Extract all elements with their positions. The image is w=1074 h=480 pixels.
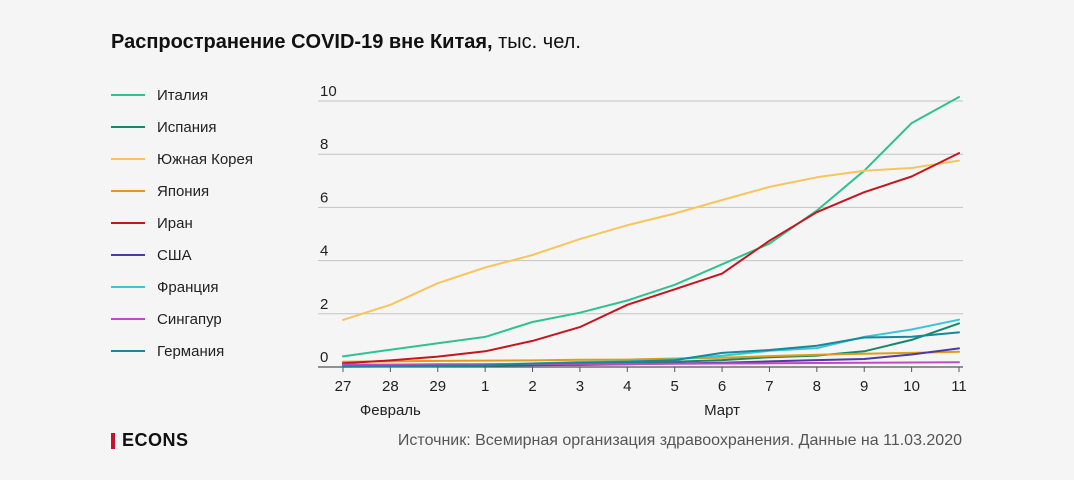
chart-title: Распространение COVID-19 вне Китая, тыс.… (111, 30, 581, 54)
legend-item: Франция (111, 271, 253, 303)
x-tick-label-6: 4 (623, 378, 631, 395)
legend-label: Иран (157, 214, 193, 232)
x-tick-label-13: 11 (951, 378, 967, 395)
x-tick-label-11: 9 (860, 378, 868, 395)
legend-item: США (111, 239, 253, 271)
legend-swatch (111, 254, 145, 256)
month-label-0: Февраль (360, 402, 421, 419)
legend-swatch (111, 222, 145, 224)
chart-legend: Италия Испания Южная Корея Япония Иран США Фра… (111, 79, 253, 367)
legend-label: Франция (157, 278, 219, 296)
legend-swatch (111, 190, 145, 192)
legend-swatch (111, 94, 145, 96)
legend-item: Италия (111, 79, 253, 111)
legend-label: Сингапур (157, 310, 222, 328)
legend-item: Сингапур (111, 303, 253, 335)
y-tick-label-0: 0 (320, 349, 328, 366)
legend-label: Испания (157, 118, 217, 136)
series-line-7 (342, 361, 960, 366)
legend-swatch (111, 158, 145, 160)
chart-title-main: Распространение COVID-19 вне Китая, (111, 31, 493, 53)
legend-item: Германия (111, 335, 253, 367)
y-tick-label-4: 4 (320, 243, 328, 260)
x-tick-label-10: 8 (813, 378, 821, 395)
series-line-2 (342, 159, 960, 321)
y-tick-label-8: 8 (320, 136, 328, 153)
x-tick-label-4: 2 (528, 378, 536, 395)
legend-label: Япония (157, 182, 210, 200)
x-tick-label-12: 10 (903, 378, 920, 395)
x-tick-label-7: 5 (671, 378, 679, 395)
legend-swatch (111, 350, 145, 352)
legend-label: Южная Корея (157, 150, 253, 168)
chart-title-unit: тыс. чел. (492, 31, 581, 53)
x-tick-label-0: 27 (335, 378, 352, 395)
series-line-8 (342, 331, 960, 368)
x-tick-label-3: 1 (481, 378, 489, 395)
series-line-0 (342, 96, 960, 358)
source-note: Источник: Всемирная организация здравоох… (397, 432, 962, 449)
x-tick-label-9: 7 (765, 378, 773, 395)
month-label-1: Март (704, 402, 740, 419)
y-tick-label-6: 6 (320, 189, 328, 206)
legend-item: Испания (111, 111, 253, 143)
legend-swatch (111, 286, 145, 288)
econs-logo: ECONS (111, 430, 189, 451)
y-tick-label-2: 2 (320, 296, 328, 313)
x-tick-label-2: 29 (429, 378, 446, 395)
legend-item: Иран (111, 207, 253, 239)
y-tick-label-10: 10 (320, 83, 337, 100)
legend-item: Южная Корея (111, 143, 253, 175)
legend-item: Япония (111, 175, 253, 207)
legend-swatch (111, 318, 145, 320)
series-line-3 (342, 350, 960, 363)
legend-swatch (111, 126, 145, 128)
x-tick-label-5: 3 (576, 378, 584, 395)
logo-bar-mark (111, 432, 115, 449)
legend-label: Италия (157, 86, 209, 104)
x-tick-label-8: 6 (718, 378, 726, 395)
logo-text: ECONS (122, 430, 189, 450)
series-line-4 (342, 152, 960, 365)
legend-label: Германия (157, 342, 225, 360)
legend-label: США (157, 246, 192, 264)
x-tick-label-1: 28 (382, 378, 399, 395)
